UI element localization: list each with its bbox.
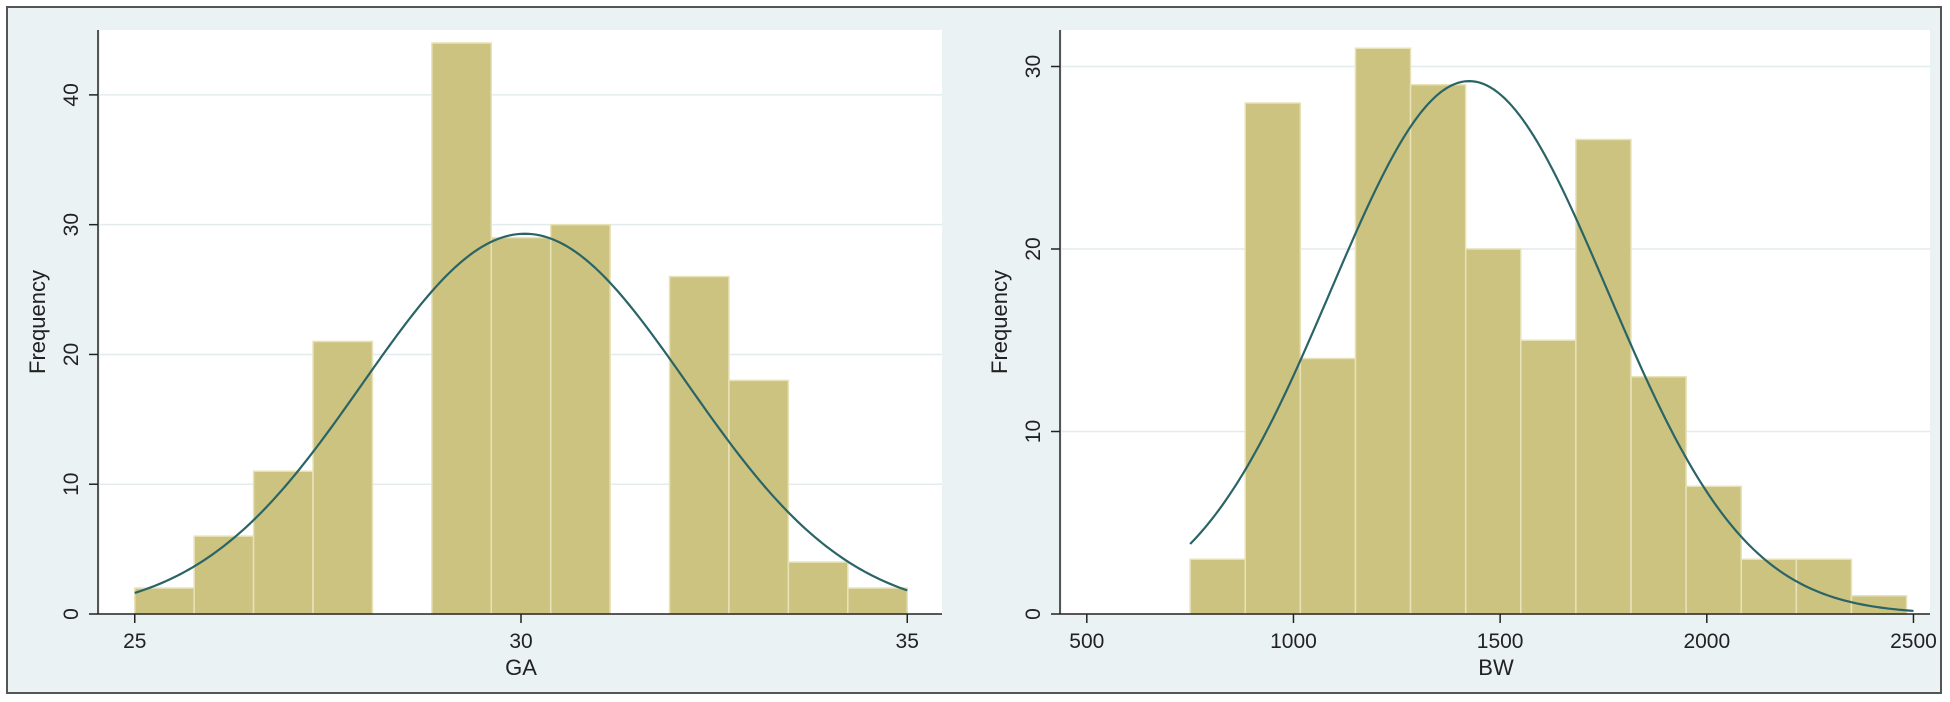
bw-histogram-bar [1464,248,1522,615]
ga-histogram-bar [668,275,730,615]
bw-x-tick-label: 2000 [1683,630,1730,653]
ga-histogram-bar [252,470,314,615]
ga-normal-density-curve [134,232,908,594]
ga-histogram-bar [728,379,790,615]
bw-histogram-bar [1299,357,1357,615]
ga-histogram-bar [431,42,493,615]
ga-histogram-bar [847,587,908,615]
bw-histogram-bar [1685,485,1742,615]
ga-x-tick-label: 35 [896,630,919,653]
bw-histogram-bar [1740,558,1798,615]
ga-y-tick-label: 40 [60,83,83,106]
ga-y-axis-title: Frequency [25,270,50,374]
bw-y-tick-label: 10 [1022,420,1045,443]
bw-histogram-bar [1575,138,1632,615]
bw-x-tick-label: 2500 [1890,630,1937,653]
ga-y-tick-label: 20 [60,343,83,366]
bw-x-tick-label: 1500 [1477,630,1524,653]
bw-histogram-bar [1630,376,1687,615]
ga-y-tick-label: 30 [60,213,83,236]
bw-histogram-bar [1520,339,1577,615]
bw-x-tick-label: 500 [1069,630,1104,653]
ga-histogram-bar [312,340,374,615]
ga-histogram-bar [787,561,849,615]
ga-histogram-panel: 25 30 35 0 10 20 30 40 GA Frequency [25,30,942,680]
bw-y-axis-title: Frequency [987,270,1012,374]
bw-x-axis-title: BW [1478,655,1514,680]
bw-y-tick-label: 0 [1022,608,1045,620]
ga-histogram-bar [490,236,552,615]
bw-x-tick-label: 1000 [1270,630,1317,653]
bw-histogram-bar [1409,84,1467,615]
ga-x-tick-label: 25 [123,630,146,653]
bw-histogram-bar [1354,47,1412,615]
ga-y-tick-label: 10 [60,473,83,496]
bw-normal-density-curve [1189,79,1914,613]
bw-y-tick-label: 30 [1022,55,1045,78]
ga-x-axis-title: GA [505,655,537,680]
ga-y-tick-label: 0 [60,608,83,620]
ga-histogram-bar [549,223,611,615]
bw-histogram-panel: 500 1000 1500 2000 2500 0 10 20 30 BW Frequency [987,30,1937,680]
ga-histogram-bar [134,587,195,615]
bw-histogram-bar [1244,102,1302,615]
bw-y-tick-label: 20 [1022,237,1045,260]
ga-histogram-bar [193,535,255,615]
bw-histogram-bar [1189,558,1246,615]
ga-x-tick-label: 30 [509,630,532,653]
